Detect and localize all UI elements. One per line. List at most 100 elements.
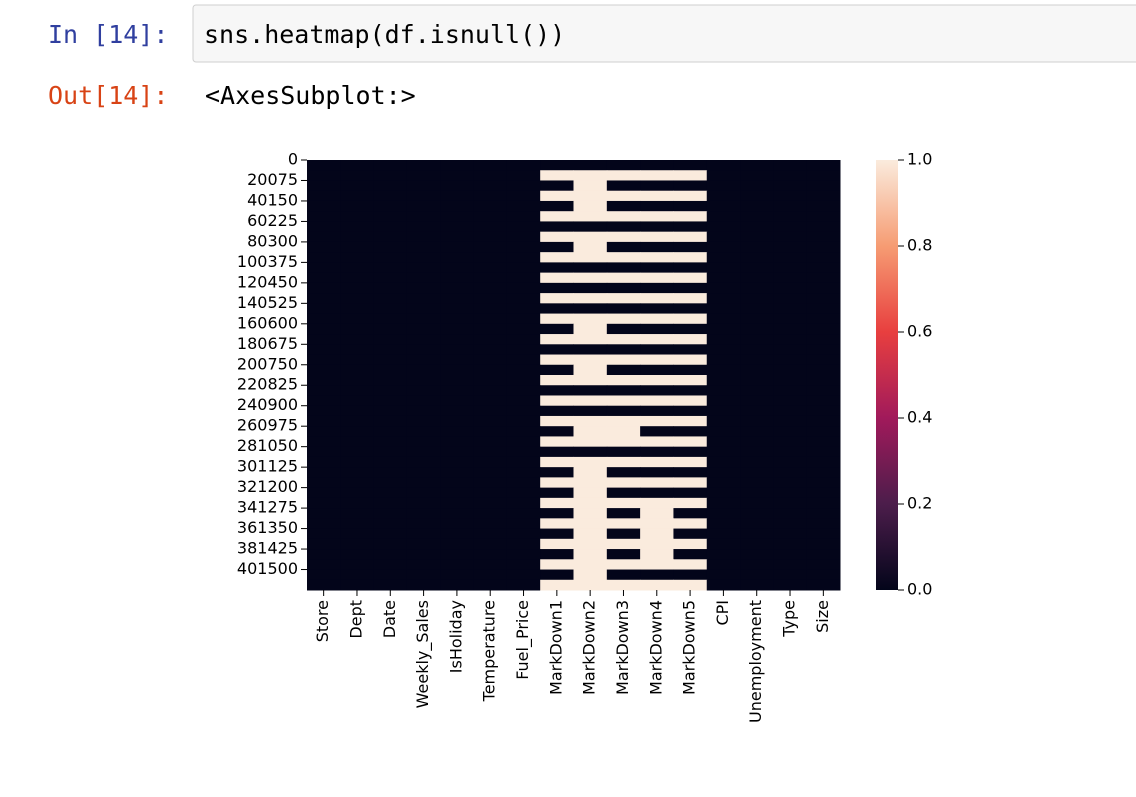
heatmap-cell bbox=[740, 559, 774, 571]
heatmap-cell bbox=[473, 385, 508, 396]
heatmap-cell bbox=[540, 170, 574, 181]
heatmap-cell bbox=[806, 313, 841, 325]
heatmap-cell bbox=[606, 180, 641, 192]
heatmap-cell bbox=[606, 282, 641, 294]
heatmap-cell bbox=[440, 487, 475, 499]
heatmap-cell bbox=[307, 354, 341, 366]
heatmap-cell bbox=[540, 211, 574, 222]
heatmap-cell bbox=[373, 579, 408, 591]
heatmap-cell bbox=[740, 446, 774, 458]
heatmap-cell bbox=[540, 405, 574, 417]
heatmap-cell bbox=[473, 354, 508, 366]
heatmap-cell bbox=[440, 241, 475, 253]
heatmap-cell bbox=[340, 303, 375, 315]
heatmap-cell bbox=[373, 415, 408, 427]
heatmap-cell bbox=[406, 282, 441, 294]
heatmap-cell bbox=[806, 538, 841, 550]
heatmap-cell bbox=[540, 354, 574, 366]
heatmap-cell bbox=[706, 252, 741, 263]
heatmap-cell bbox=[506, 579, 541, 591]
heatmap-cell bbox=[506, 231, 541, 243]
heatmap-cell bbox=[740, 221, 774, 233]
heatmap-cell bbox=[773, 446, 808, 458]
heatmap-cell bbox=[573, 446, 608, 458]
heatmap-cell bbox=[673, 446, 708, 458]
heatmap-cell bbox=[673, 385, 708, 396]
heatmap-cell bbox=[740, 293, 774, 304]
heatmap-cell bbox=[406, 303, 441, 315]
y-tick-label: 401500 bbox=[237, 559, 298, 578]
heatmap-cell bbox=[307, 446, 341, 458]
y-tick-label: 381425 bbox=[237, 539, 298, 558]
heatmap-cell bbox=[606, 323, 641, 335]
heatmap-cell bbox=[406, 262, 441, 274]
heatmap-cell bbox=[706, 190, 741, 202]
heatmap-cell bbox=[340, 354, 375, 366]
heatmap-cell bbox=[706, 395, 741, 407]
heatmap-cell bbox=[773, 323, 808, 335]
heatmap-cell bbox=[640, 200, 674, 212]
heatmap-cell bbox=[406, 364, 441, 376]
heatmap-cell bbox=[606, 354, 641, 366]
code-cell[interactable] bbox=[192, 4, 1136, 63]
heatmap-cell bbox=[340, 170, 375, 181]
heatmap-cell bbox=[740, 579, 774, 591]
heatmap-cell bbox=[706, 467, 741, 478]
heatmap-cell bbox=[640, 508, 674, 519]
heatmap-cell bbox=[606, 415, 641, 427]
heatmap-cell bbox=[540, 508, 574, 519]
heatmap-cell bbox=[773, 303, 808, 315]
heatmap-cell bbox=[473, 200, 508, 212]
heatmap-cell bbox=[706, 569, 741, 581]
x-tick-label: MarkDown3 bbox=[613, 600, 632, 695]
heatmap-cell bbox=[573, 528, 608, 540]
heatmap-cell bbox=[406, 375, 441, 386]
heatmap-cell bbox=[573, 282, 608, 294]
heatmap-cell bbox=[706, 426, 741, 437]
heatmap-cell bbox=[307, 436, 341, 448]
heatmap-cell bbox=[640, 426, 674, 437]
heatmap-cell bbox=[373, 456, 408, 468]
heatmap-cell bbox=[573, 272, 608, 284]
heatmap-cell bbox=[706, 446, 741, 458]
heatmap-cell bbox=[373, 467, 408, 478]
heatmap-cell bbox=[740, 354, 774, 366]
heatmap-cell bbox=[406, 477, 441, 489]
heatmap-cell bbox=[640, 344, 674, 356]
x-tick-label: Fuel_Price bbox=[513, 600, 533, 680]
y-tick-label: 281050 bbox=[237, 436, 298, 455]
heatmap-cell bbox=[307, 364, 341, 376]
heatmap-cell bbox=[773, 559, 808, 571]
heatmap-cell bbox=[440, 344, 475, 356]
heatmap-cell bbox=[307, 303, 341, 315]
heatmap-cell bbox=[606, 477, 641, 489]
heatmap-cell bbox=[573, 262, 608, 274]
heatmap-cell bbox=[406, 549, 441, 560]
heatmap-cell bbox=[606, 303, 641, 315]
heatmap-cell bbox=[773, 211, 808, 222]
heatmap-cell bbox=[473, 446, 508, 458]
heatmap-cell bbox=[773, 497, 808, 509]
heatmap-cell bbox=[307, 211, 341, 222]
heatmap-cell bbox=[806, 569, 841, 581]
heatmap-cell bbox=[573, 395, 608, 407]
heatmap-cell bbox=[506, 467, 541, 478]
heatmap-cell bbox=[307, 538, 341, 550]
heatmap-cell bbox=[673, 518, 708, 530]
y-tick-label: 180675 bbox=[237, 334, 298, 353]
heatmap-cell bbox=[673, 160, 708, 171]
heatmap-cell bbox=[540, 252, 574, 263]
heatmap-cell bbox=[773, 262, 808, 274]
heatmap-cell bbox=[740, 252, 774, 263]
heatmap-cell bbox=[773, 190, 808, 202]
heatmap-cell bbox=[440, 252, 475, 263]
code-text[interactable]: sns.heatmap(df.isnull()) bbox=[204, 20, 565, 49]
heatmap-cell bbox=[373, 200, 408, 212]
heatmap-cell bbox=[506, 385, 541, 396]
heatmap-cell bbox=[806, 262, 841, 274]
heatmap-cell bbox=[540, 426, 574, 437]
heatmap-cell bbox=[340, 211, 375, 222]
heatmap-cell bbox=[573, 385, 608, 396]
heatmap-cell bbox=[440, 477, 475, 489]
heatmap-cell bbox=[740, 538, 774, 550]
